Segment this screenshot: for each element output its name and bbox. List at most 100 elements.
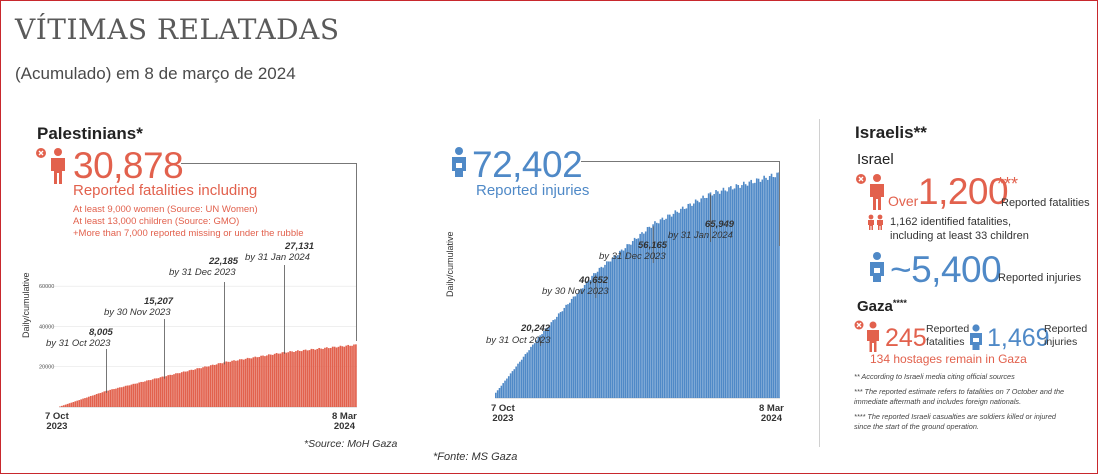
injuries-bar: [737, 185, 740, 398]
injuries-bar: [535, 340, 538, 398]
injuries-bar: [741, 185, 743, 398]
fatalities-bar: [82, 398, 84, 407]
fatalities-bar: [223, 362, 226, 407]
fatalities-bar: [349, 345, 351, 407]
injuries-annotation-oct-label: by 31 Oct 2023: [486, 335, 551, 346]
fatalities-bar: [136, 383, 139, 407]
injuries-bar: [506, 378, 508, 398]
injuries-bar: [576, 294, 579, 398]
palestinians-note-women: At least 9,000 women (Source: UN Women): [73, 204, 258, 215]
fatalities-bar: [117, 387, 119, 407]
fatalities-bar: [76, 400, 79, 407]
fatalities-bar: [80, 399, 82, 407]
injuries-bar: [672, 213, 675, 398]
fatalities-bar: [93, 394, 96, 407]
israel-over-label: Over: [888, 193, 919, 209]
injuries-bar: [628, 244, 630, 398]
injuries-bar: [631, 241, 634, 398]
fatalities-bar: [227, 361, 230, 407]
fatalities-leader-line-vertical: [356, 163, 357, 341]
fatalities-bar: [122, 386, 125, 407]
injuries-bar: [693, 203, 695, 398]
footnote-fatalities: *** The reported estimate refers to fata…: [854, 387, 1065, 406]
fatalities-bar: [78, 400, 81, 407]
injuries-bar: [524, 354, 527, 398]
injuries-bar: [713, 194, 715, 398]
injuries-bar: [765, 177, 767, 398]
fatalities-bar: [161, 376, 164, 407]
injuries-bar: [611, 257, 614, 398]
injuries-bar: [768, 176, 771, 398]
injuries-bar: [648, 226, 651, 398]
injuries-bar: [552, 320, 554, 398]
fatalities-bar: [302, 349, 305, 407]
fatalities-bar: [146, 380, 148, 407]
injuries-bar: [683, 208, 686, 398]
injuries-bar: [589, 279, 591, 398]
injuries-bar: [526, 352, 529, 398]
injuries-bar: [717, 191, 719, 398]
injuries-leader-line: [581, 161, 780, 162]
fatalities-bar: [95, 394, 98, 407]
fatalities-bar: [105, 390, 108, 407]
injuries-bar: [759, 181, 762, 398]
injuries-bar: [550, 322, 553, 398]
injuries-annotation-oct: 20,242: [521, 323, 551, 334]
fatalities-bar: [120, 387, 123, 407]
fatalities-bar: [140, 381, 142, 407]
injuries-bar: [709, 192, 712, 398]
injuries-bar: [667, 214, 669, 398]
fatalities-annotation-dec: 22,185: [209, 256, 239, 267]
fatalities-bar: [124, 385, 127, 407]
fatalities-bar: [211, 364, 214, 407]
injuries-bar: [557, 313, 560, 398]
injuries-bar: [635, 238, 638, 398]
fatalities-x-end: 8 Mar 2024: [332, 411, 357, 432]
injuries-bar: [735, 184, 738, 398]
injuries-bar: [685, 208, 688, 398]
injuries-annotation-jan-label: by 31 Jan 2024: [668, 230, 733, 241]
fatalities-bar: [138, 382, 141, 407]
fatalities-bar: [128, 385, 131, 407]
fatalities-bar: [180, 372, 183, 407]
fatalities-bar: [345, 345, 348, 407]
fatalities-bar: [254, 356, 257, 407]
fatalities-bar: [68, 403, 71, 407]
fatalities-bar: [64, 404, 67, 407]
injuries-bar: [680, 208, 682, 398]
injuries-bar: [761, 179, 764, 398]
injuries-bar: [752, 183, 754, 398]
injuries-bar: [561, 311, 564, 398]
fatalities-bar: [175, 373, 177, 407]
fatalities-bar: [341, 346, 344, 407]
fatalities-bar: [219, 363, 222, 407]
fatalities-bar: [163, 376, 166, 407]
fatalities-bar: [190, 369, 193, 407]
fatalities-bar: [304, 349, 307, 407]
fatalities-bar: [285, 352, 288, 407]
fatalities-leader-line: [181, 163, 357, 164]
gaza-injured-icon: [970, 324, 982, 350]
injuries-bar: [517, 363, 519, 398]
injuries-bar: [650, 227, 653, 398]
injuries-bar: [746, 185, 749, 398]
injuries-bar: [748, 181, 751, 398]
palestinians-note-missing: +More than 7,000 reported missing or und…: [73, 228, 304, 239]
injuries-bar: [772, 177, 775, 398]
fatalities-bar: [202, 367, 204, 407]
injuries-bar: [652, 224, 654, 398]
injuries-bar: [720, 190, 723, 398]
injuries-bar: [596, 271, 599, 398]
injuries-x-start: 7 Oct 2023: [491, 403, 515, 424]
palestinians-source: *Source: MoH Gaza: [304, 438, 398, 450]
injuries-bar: [533, 343, 536, 398]
fatalities-bar: [91, 395, 94, 407]
injuries-bar: [500, 385, 503, 398]
injuries-bar: [674, 210, 677, 398]
injuries-bar: [750, 179, 752, 398]
fatalities-y-tick: 60000: [39, 284, 54, 290]
fatalities-bar: [142, 381, 144, 407]
israel-fatality-icon: [856, 174, 884, 210]
injuries-bar: [637, 238, 640, 398]
fatalities-bar: [209, 365, 212, 407]
